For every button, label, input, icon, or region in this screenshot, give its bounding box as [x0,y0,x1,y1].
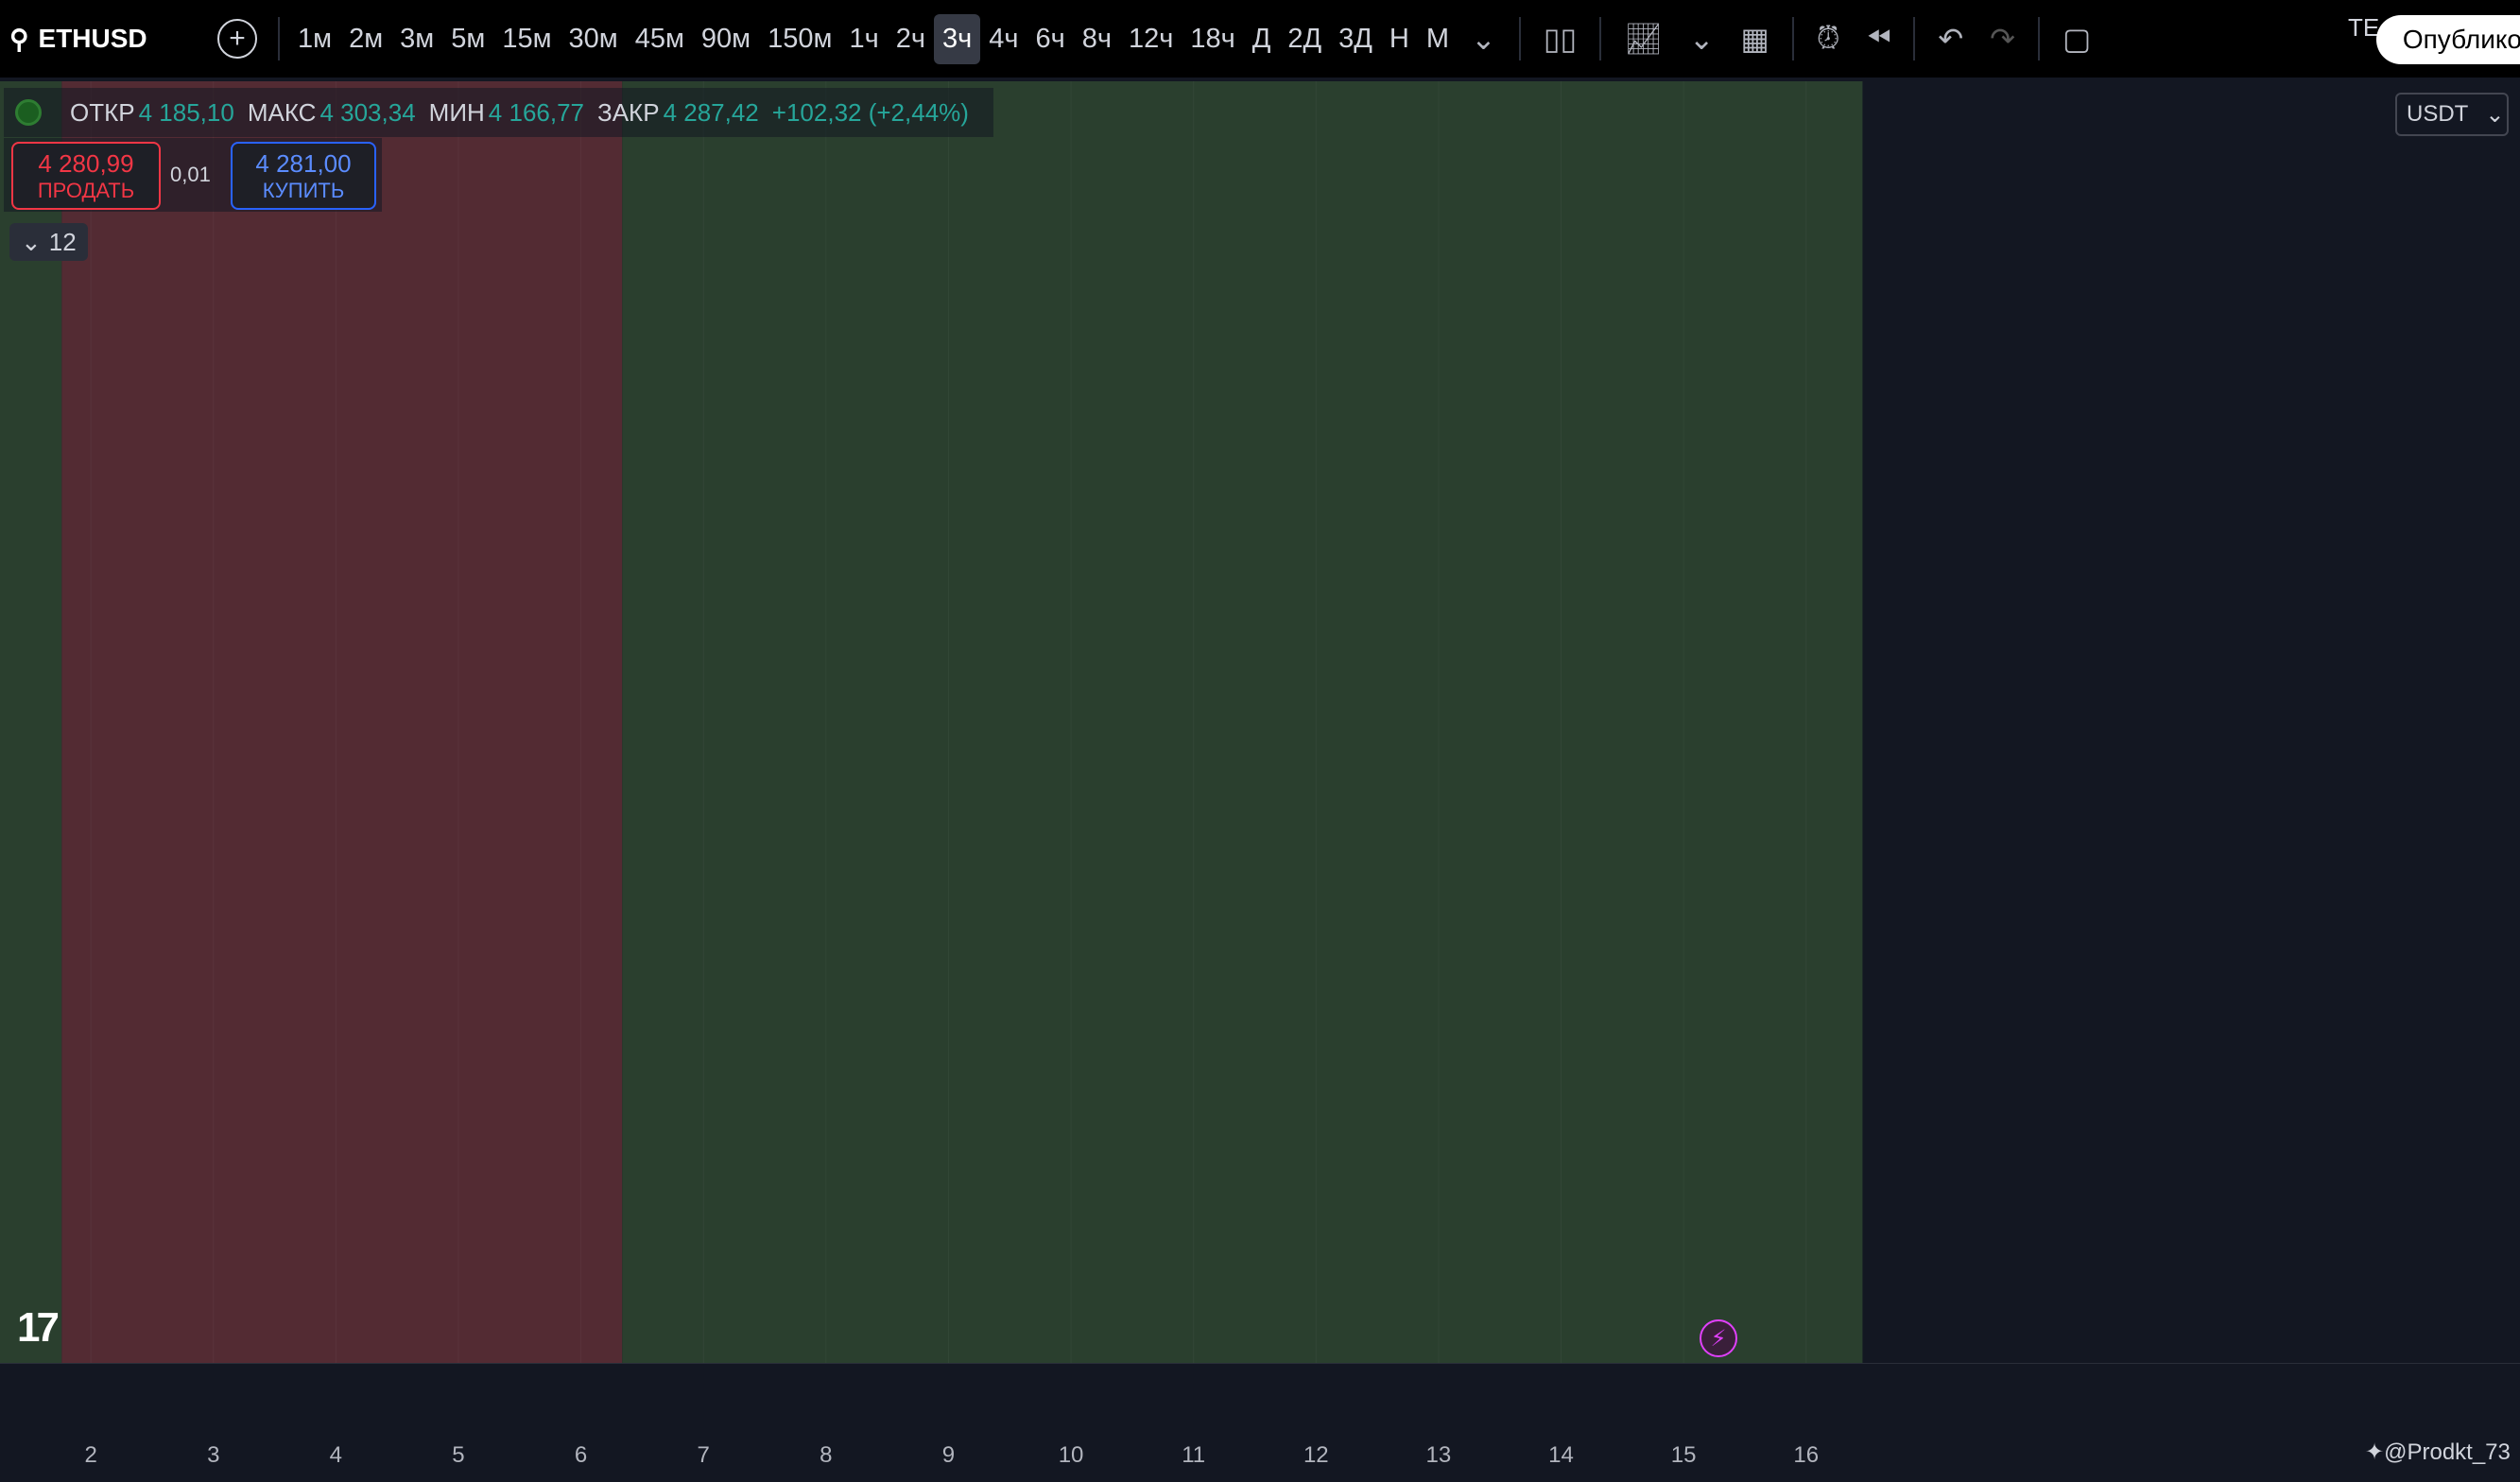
chevron-down-icon: ⌄ [21,227,42,256]
undo-icon[interactable]: ↶ [1938,22,1964,56]
timeframe-18[interactable]: 2Д [1287,23,1322,54]
fullscreen-icon[interactable]: ▢ [2062,22,2092,56]
timeframe-21[interactable]: М [1425,23,1450,54]
timeframe-19[interactable]: 3Д [1338,23,1372,54]
candles-icon[interactable]: ▯▯ [1543,22,1578,56]
timeframe-16[interactable]: 18ч [1190,23,1235,54]
time-tick: 8 [820,1442,832,1468]
chevron-down-icon[interactable]: ⌄ [1471,22,1496,56]
time-tick: 16 [1793,1442,1819,1468]
toolbar-separator [1599,17,1602,60]
timeframe-9[interactable]: 1ч [849,23,879,54]
sell-button[interactable]: 4 280,99 ПРОДАТЬ [11,142,161,210]
timeframe-list: 1м 2м 3м 5м 15м 30м 45м 90м 150м 1ч 2ч 3ч 4ч 6ч 8ч 12ч 1… [289,13,1458,64]
time-tick: 10 [1059,1442,1084,1468]
market-status-icon[interactable] [15,99,42,126]
time-tick: 11 [1182,1442,1205,1468]
timeframe-12[interactable]: 4ч [989,23,1019,54]
timeframe-2[interactable]: 3м [400,23,435,54]
open-label: ОТКР [70,97,135,127]
symbol-name: ETHUSD [38,24,147,53]
high-label: МАКС [247,97,317,127]
toolbar-separator [278,17,280,60]
buy-price: 4 281,00 [255,149,352,178]
toolbar-separator [1518,17,1521,60]
indicators-toggle[interactable]: ⌄ 12 [9,223,88,261]
price-plot[interactable]: 4458.33, M4304.33, D4213.77, W4135.05, D… [0,81,2388,1363]
publish-button[interactable]: Опублико [2375,15,2520,64]
add-symbol-icon[interactable]: + [217,19,257,59]
buy-label: КУПИТЬ [262,179,345,202]
low-value: 4 166,77 [488,97,585,127]
timeframe-3[interactable]: 5м [451,23,486,54]
time-axis[interactable]: 31Авг2345678910111213141516 [0,1363,2520,1482]
timeframe-1[interactable]: 2м [349,23,384,54]
watermark: ✦@Prodkt_73 [2365,1439,2511,1465]
price-axis[interactable]: 3 300,003 400,003 500,003 600,003 700,00… [2388,81,2520,1363]
time-tick: 12 [1303,1442,1329,1468]
change-value: +102,32 (+2,44%) [771,97,969,127]
close-value: 4 287,42 [663,97,759,127]
layout-icon[interactable]: ▦ [1740,22,1769,56]
timeframe-15[interactable]: 12ч [1128,23,1174,54]
low-label: МИН [428,97,485,127]
timeframe-7[interactable]: 90м [700,23,751,54]
timeframe-5[interactable]: 30м [568,23,618,54]
symbol-search[interactable]: ⚲ ETHUSD [0,24,217,55]
sell-label: ПРОДАТЬ [37,179,135,202]
time-tick: 3 [207,1442,219,1468]
time-tick: 2 [84,1442,96,1468]
timeframe-8[interactable]: 150м [768,23,833,54]
chevron-down-icon: ⌄ [2485,101,2505,128]
background-zone-1 [61,81,623,1363]
sell-price: 4 280,99 [38,149,134,178]
high-value: 4 303,34 [319,97,416,127]
buy-button[interactable]: 4 281,00 КУПИТЬ [231,142,376,210]
background-zone-0 [0,81,62,1363]
currency-select[interactable]: USDT ⌄ [2395,93,2509,136]
background-zone-2 [622,81,1863,1363]
timeframe-13[interactable]: 6ч [1035,23,1065,54]
timeframe-14[interactable]: 8ч [1081,23,1112,54]
indicators-icon[interactable]: 📈︎ [1624,22,1663,56]
indicators-count: 12 [48,227,77,256]
toolbar-separator [2037,17,2040,60]
time-tick: 6 [575,1442,587,1468]
time-tick: 9 [942,1442,955,1468]
alert-icon[interactable]: ⏰︎ [1816,21,1840,55]
timeframe-20[interactable]: Н [1389,23,1409,54]
time-tick: 4 [330,1442,342,1468]
time-tick: 13 [1426,1442,1452,1468]
timeframe-0[interactable]: 1м [298,23,333,54]
timeframe-4[interactable]: 15м [502,23,552,54]
redo-icon[interactable]: ↷ [1990,22,2015,56]
currency-value: USDT [2407,101,2469,127]
open-value: 4 185,10 [138,97,234,127]
timeframe-17[interactable]: Д [1251,23,1271,54]
search-icon: ⚲ [9,24,29,54]
timeframe-10[interactable]: 2ч [895,23,925,54]
close-label: ЗАКР [597,97,660,127]
spread-value: 0,01 [170,163,211,186]
time-tick: 15 [1671,1442,1697,1468]
time-tick: 5 [452,1442,464,1468]
tradingview-logo[interactable]: 17 [17,1304,60,1351]
replay-icon[interactable]: ⏪︎ [1866,21,1891,55]
toolbar-separator [1791,17,1794,60]
timeframe-6[interactable]: 45м [634,23,684,54]
timeframe-11[interactable]: 3ч [933,13,981,64]
lightning-icon[interactable]: ⚡︎ [1700,1319,1737,1357]
axis-background [2388,81,2520,1363]
top-toolbar: ⚲ ETHUSD + 1м 2м 3м 5м 15м 30м 45м 90м 150м 1ч 2ч 3… [0,0,2520,78]
time-tick: 7 [698,1442,710,1468]
watermark-text: @Prodkt_73 [2384,1439,2511,1465]
toolbar-separator [1913,17,1916,60]
top-right-label: ТЕ [2348,13,2380,42]
time-tick: 14 [1548,1442,1574,1468]
chevron-down-icon[interactable]: ⌄ [1688,22,1715,56]
ohlc-legend: ОТКР 4 185,10 МАКС 4 303,34 МИН 4 166,77… [4,88,993,137]
